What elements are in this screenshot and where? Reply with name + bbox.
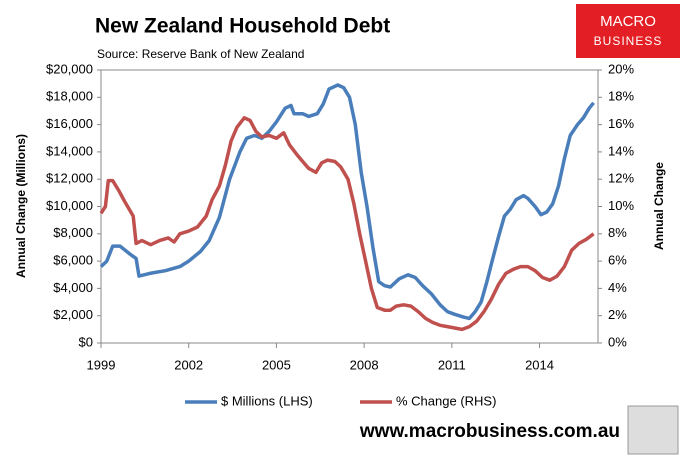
legend-label: % Change (RHS) xyxy=(396,393,496,408)
x-tick-label: 2002 xyxy=(174,357,203,372)
wolf-image xyxy=(627,405,679,455)
series-line xyxy=(99,83,595,321)
series-line xyxy=(99,116,595,332)
y-tick-label: $18,000 xyxy=(46,89,93,104)
y-tick-label: $2,000 xyxy=(53,307,93,322)
y2-tick-label: 14% xyxy=(608,143,634,158)
x-tick-label: 2014 xyxy=(525,357,554,372)
y2-tick-label: 20% xyxy=(608,61,634,76)
logo-text: MACRO xyxy=(600,13,656,30)
y-tick-label: $8,000 xyxy=(53,225,93,240)
y-tick-label: $4,000 xyxy=(53,280,93,295)
x-tick-label: 2005 xyxy=(262,357,291,372)
chart-subtitle: Source: Reserve Bank of New Zealand xyxy=(97,47,304,61)
y2-tick-label: 6% xyxy=(608,253,627,268)
y2-tick-label: 4% xyxy=(608,280,627,295)
x-tick-label: 2008 xyxy=(350,357,379,372)
y2-tick-label: 2% xyxy=(608,307,627,322)
y-tick-label: $20,000 xyxy=(46,61,93,76)
x-tick-label: 1999 xyxy=(87,357,116,372)
y-tick-label: $10,000 xyxy=(46,198,93,213)
logo-text: BUSINESS xyxy=(594,34,663,48)
y2-tick-label: 0% xyxy=(608,334,627,349)
logo-box xyxy=(576,4,680,58)
y2-tick-label: 16% xyxy=(608,116,634,131)
y2-tick-label: 10% xyxy=(608,198,634,213)
y-tick-label: $14,000 xyxy=(46,143,93,158)
chart-title: New Zealand Household Debt xyxy=(95,15,390,38)
website: www.macrobusiness.com.au xyxy=(359,421,620,442)
y2-tick-label: 8% xyxy=(608,225,627,240)
x-tick-label: 2011 xyxy=(438,357,466,372)
y2-tick-label: 18% xyxy=(608,89,634,104)
y-tick-label: $0 xyxy=(79,334,93,349)
plot-frame xyxy=(100,69,599,344)
y2-axis-label: Annual Change xyxy=(652,162,666,250)
y2-tick-label: 12% xyxy=(608,171,634,186)
y-tick-label: $12,000 xyxy=(46,171,93,186)
y-tick-label: $16,000 xyxy=(46,116,93,131)
y-axis-label: Annual Change (Millions) xyxy=(14,134,28,278)
legend-label: $ Millions (LHS) xyxy=(221,393,313,408)
y-tick-label: $6,000 xyxy=(53,253,93,268)
